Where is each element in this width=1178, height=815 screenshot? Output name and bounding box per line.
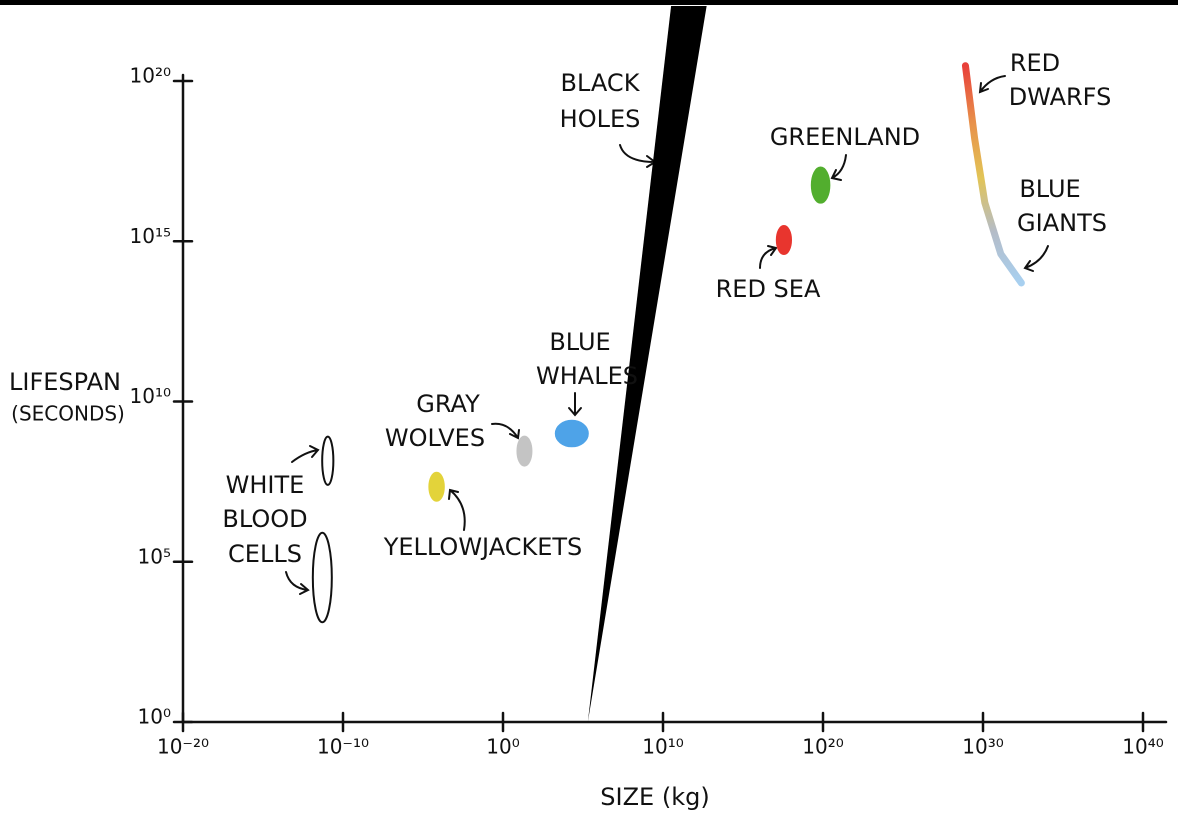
region-label: WHALES: [536, 362, 638, 390]
x-axis-label: SIZE (kg): [600, 783, 709, 811]
region-label: WOLVES: [385, 424, 485, 452]
arrow: [619, 144, 657, 168]
arrow: [568, 392, 582, 417]
y-tick-label: 10⁵: [138, 544, 171, 568]
region-blob: [321, 435, 335, 486]
region-label: RED SEA: [716, 275, 821, 303]
arrow: [491, 422, 520, 440]
black-hole-wedge: [587, 6, 707, 722]
region-label: BLOOD: [222, 505, 307, 533]
region-label: BLUE: [549, 328, 610, 356]
region-label: CELLS: [228, 540, 302, 568]
arrow: [285, 571, 310, 595]
region-blob: [516, 435, 533, 467]
arrow: [448, 488, 466, 531]
x-tick-label: 10¹⁰: [642, 735, 683, 759]
top-bar: [0, 0, 1178, 5]
star-label: BLUE: [1019, 175, 1080, 203]
region-label: YELLOWJACKETS: [383, 533, 583, 561]
region-blob: [554, 419, 589, 448]
x-tick-label: 10⁴⁰: [1122, 735, 1163, 759]
arrow: [978, 75, 1006, 94]
arrow: [759, 245, 778, 269]
x-tick-label: 10²⁰: [802, 735, 843, 759]
star-label: RED: [1010, 49, 1060, 77]
region-blob: [311, 531, 333, 624]
region-label: WHITE: [226, 471, 305, 499]
region-label: GRAY: [416, 390, 480, 418]
star-line: [961, 62, 1025, 287]
plot-area: [311, 6, 1025, 722]
region-blob: [810, 166, 831, 204]
y-axis-label: LIFESPAN: [9, 368, 121, 396]
y-tick-label: 10¹⁰: [130, 384, 171, 408]
arrow: [291, 445, 320, 463]
x-tick-label: 10³⁰: [962, 735, 1003, 759]
arrow: [1023, 245, 1049, 272]
star-label: DWARFS: [1009, 83, 1112, 111]
region-label: BLACK: [561, 69, 641, 97]
x-tick-label: 10⁻²⁰: [157, 735, 209, 759]
x-tick-label: 10⁰: [486, 735, 519, 759]
y-axis-label: (SECONDS): [11, 402, 125, 426]
star-label: GIANTS: [1017, 209, 1107, 237]
y-tick-label: 10²⁰: [130, 64, 171, 88]
x-tick-label: 10⁻¹⁰: [317, 735, 369, 759]
y-tick-label: 10⁰: [138, 705, 171, 729]
arrow: [830, 154, 847, 181]
region-blob: [428, 471, 445, 502]
region-label: GREENLAND: [770, 123, 920, 151]
region-blob: [775, 224, 793, 256]
region-label: HOLES: [560, 105, 641, 133]
y-tick-label: 10¹⁵: [130, 224, 171, 248]
